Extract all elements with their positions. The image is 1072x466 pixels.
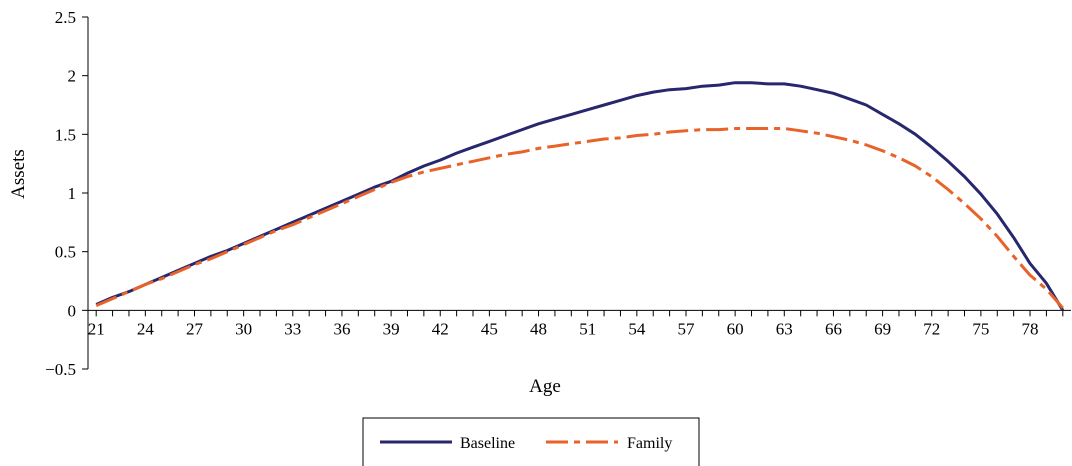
x-tick-label: 72 [923,319,940,338]
x-tick-label: 69 [874,319,891,338]
x-tick-label: 36 [333,319,350,338]
x-tick-label: 78 [1022,319,1039,338]
legend: Baseline Family [362,417,700,466]
x-tick-label: 48 [530,319,547,338]
legend-label-family: Family [627,435,672,452]
series-line-baseline [95,81,1065,312]
series-line-family [95,127,1064,309]
y-tick-label: 1 [68,184,77,203]
y-tick-label: 2 [68,67,77,86]
x-tick-label: 33 [284,319,301,338]
y-tick-label: −0.5 [45,360,76,379]
x-tick-label: 27 [186,319,204,338]
x-axis-title: Age [529,376,561,397]
x-tick-label: 24 [137,319,155,338]
y-tick-label: 1.5 [55,125,76,144]
x-tick-label: 51 [579,319,596,338]
y-axis-ticks: 2.5 2 1.5 1 0.5 0 −0.5 [45,8,88,379]
x-tick-label: 45 [481,319,498,338]
y-tick-label: 2.5 [55,8,76,27]
x-tick-label: 63 [776,319,793,338]
x-tick-label: 57 [677,319,695,338]
x-tick-label: 42 [432,319,449,338]
x-tick-label: 60 [727,319,744,338]
y-tick-label: 0.5 [55,243,76,262]
x-tick-label: 54 [628,319,646,338]
x-tick-label: 39 [383,319,400,338]
x-axis-ticks: 21 24 27 30 33 36 39 42 45 48 51 54 57 60 63 66 69 72 75 78 [88,310,1064,338]
series-lines [95,81,1065,312]
x-tick-label: 66 [825,319,842,338]
x-tick-label: 30 [235,319,252,338]
x-tick-label: 21 [88,319,105,338]
y-tick-label: 0 [68,301,77,320]
legend-label-baseline: Baseline [460,435,515,452]
y-axis-title: Assets [8,149,29,199]
x-tick-label: 75 [972,319,989,338]
